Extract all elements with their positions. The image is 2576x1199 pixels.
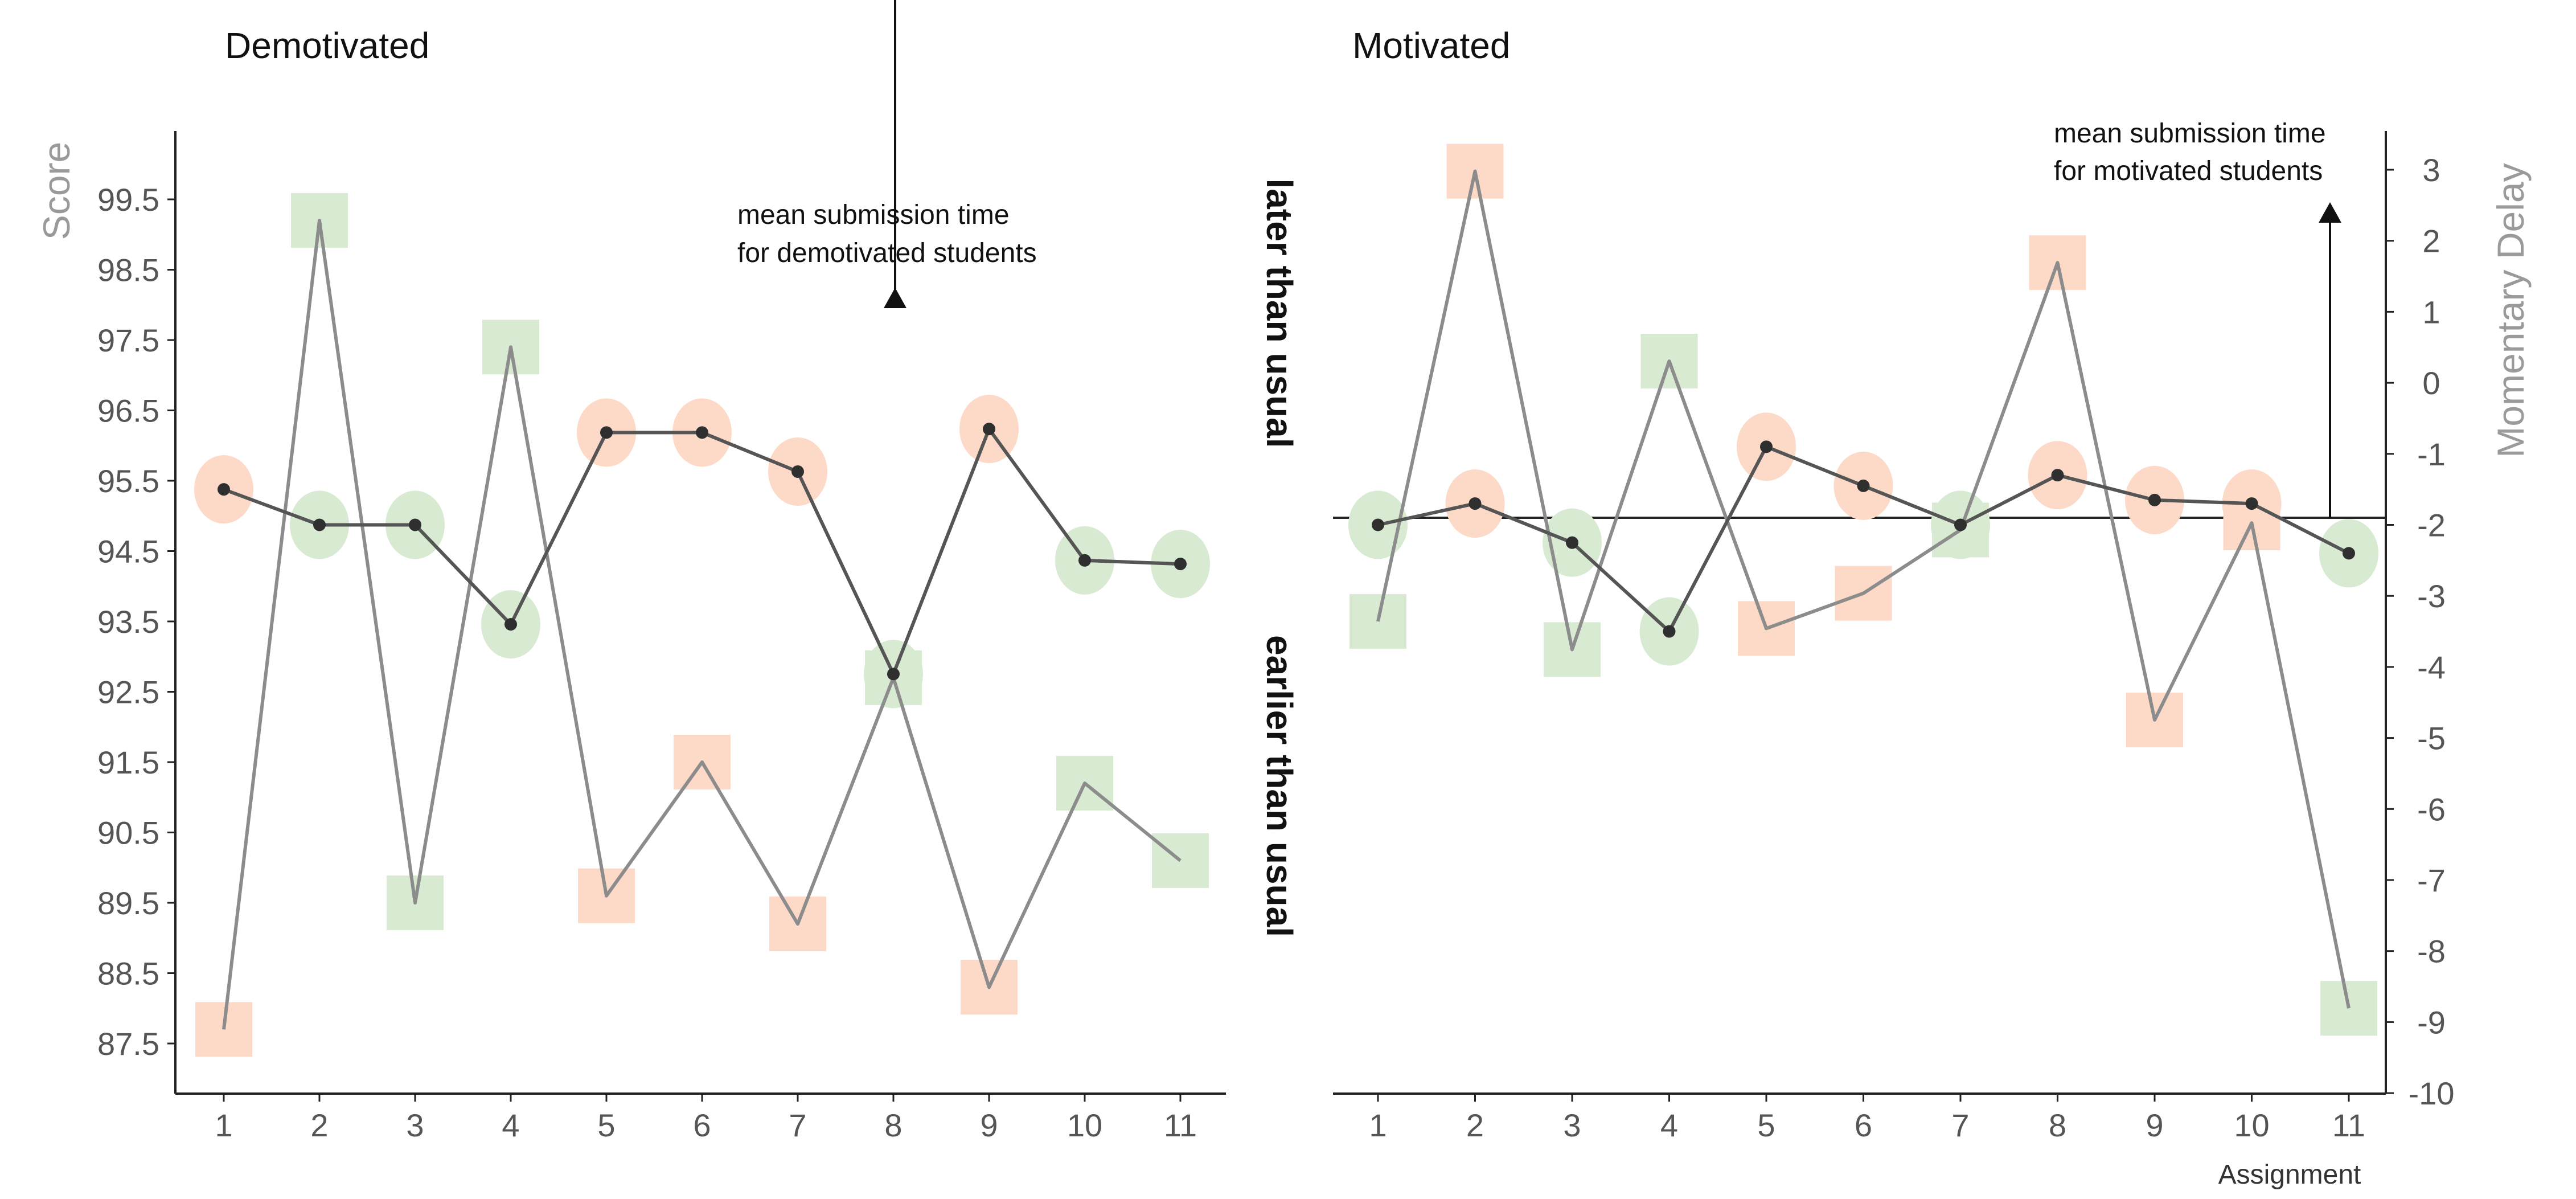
left-delay-point [218,483,230,496]
right-x-tick-label: 10 [2234,1107,2269,1143]
left-y-tick-label: 91.5 [97,744,159,780]
left-x-tick-label: 10 [1067,1107,1102,1143]
right-delay-point [2245,497,2258,510]
left-score-line [222,219,1182,1030]
left-y-tick-label: 97.5 [97,322,159,358]
right-y-tick-label: -3 [2417,578,2446,614]
left-delay-point [983,423,995,436]
right-x-tick-label: 6 [1855,1107,1872,1143]
right-delay-point [1760,440,1773,453]
left-chart-title: Demotivated [225,25,429,66]
left-delay-point [313,518,326,531]
left-x-tick-label: 9 [980,1107,998,1143]
right-x-tick-label: 11 [2332,1107,2365,1143]
x-axis-label: Assignment [2218,1160,2361,1190]
left-y-tick-label: 88.5 [97,956,159,992]
right-delay-point [1372,518,1384,531]
right-x-tick-label: 2 [1466,1107,1484,1143]
left-annotation-line-2: for demotivated students [737,238,1037,268]
right-delay-point [2343,547,2355,560]
right-y-axis-label: Momentary Delay [2489,163,2532,457]
left-y-tick-label: 92.5 [97,674,159,710]
right-y-tick-label: -5 [2417,721,2446,756]
right-annotation-line-1: mean submission time [2054,118,2326,149]
left-y-tick-label: 93.5 [97,604,159,640]
left-y-tick-label: 96.5 [97,393,159,429]
left-x-tick-label: 4 [502,1107,519,1143]
left-annotation-arrowhead [884,288,906,308]
right-annotation-arrowhead [2319,202,2341,223]
right-delay-point [1954,518,1967,531]
right-y-tick-label: -1 [2417,436,2446,472]
right-score-line [1376,169,2351,1009]
right-x-tick-label: 5 [1757,1107,1775,1143]
right-y-tick-label: -10 [2409,1075,2455,1111]
left-delay-point [504,618,517,631]
left-delay-point [409,518,421,531]
left-y-tick-label: 89.5 [97,885,159,921]
right-delay-point [2148,493,2161,506]
right-y-tick-label: -6 [2417,791,2446,827]
left-annotation-line-1: mean submission time [737,200,1010,230]
right-chart-title: Motivated [1352,25,1510,66]
left-y-tick-label: 98.5 [97,252,159,288]
left-y-tick-label: 95.5 [97,463,159,499]
left-x-tick-label: 5 [597,1107,615,1143]
right-y-tick-label: 1 [2422,294,2440,330]
right-y-tick-label: -8 [2417,934,2446,969]
right-y-tick-label: -9 [2417,1004,2446,1040]
left-delay-point [696,426,708,439]
left-x-tick-label: 2 [310,1107,328,1143]
right-delay-point [1469,497,1482,510]
right-y-tick-label: -4 [2417,649,2446,685]
right-annotation-line-2: for motivated students [2054,156,2323,186]
right-x-tick-label: 9 [2146,1107,2163,1143]
right-y-tick-label: -2 [2417,508,2446,543]
left-delay-point [1078,554,1091,567]
right-y-tick-label: 2 [2422,223,2440,259]
left-y-tick-label: 87.5 [97,1026,159,1062]
left-x-tick-label: 11 [1164,1107,1197,1143]
right-x-tick-label: 8 [2049,1107,2066,1143]
right-x-tick-label: 7 [1951,1107,1969,1143]
left-delay-point [1174,558,1187,571]
left-delay-point [791,465,804,478]
left-chart: 99.5 98.5 97.5 96.5 95.5 94.5 93.5 92.5 91.5 90.5… [97,0,1226,1143]
left-x-tick-label: 8 [884,1107,902,1143]
right-delay-point [2051,469,2064,482]
later-than-usual-label: later than usual [1259,179,1300,448]
right-y-tick-label: -7 [2417,862,2446,898]
right-y-tick-label: 3 [2422,152,2440,188]
left-x-tick-label: 7 [789,1107,806,1143]
left-x-tick-label: 1 [215,1107,232,1143]
left-delay-point [600,426,613,439]
left-y-tick-label: 99.5 [97,182,159,218]
right-x-tick-label: 1 [1369,1107,1387,1143]
left-y-tick-label: 90.5 [97,815,159,851]
right-delay-point [1857,479,1870,492]
left-delay-point [887,668,900,681]
right-x-tick-label: 4 [1660,1107,1678,1143]
left-x-tick-label: 3 [406,1107,424,1143]
left-y-tick-label: 94.5 [97,534,159,570]
right-delay-point [1663,625,1676,638]
left-y-axis-label: Score [35,142,77,240]
left-x-tick-label: 6 [693,1107,711,1143]
right-delay-point [1566,536,1578,549]
right-y-tick-label: 0 [2422,365,2440,401]
earlier-than-usual-label: earlier than usual [1259,635,1300,937]
right-x-tick-label: 3 [1563,1107,1581,1143]
